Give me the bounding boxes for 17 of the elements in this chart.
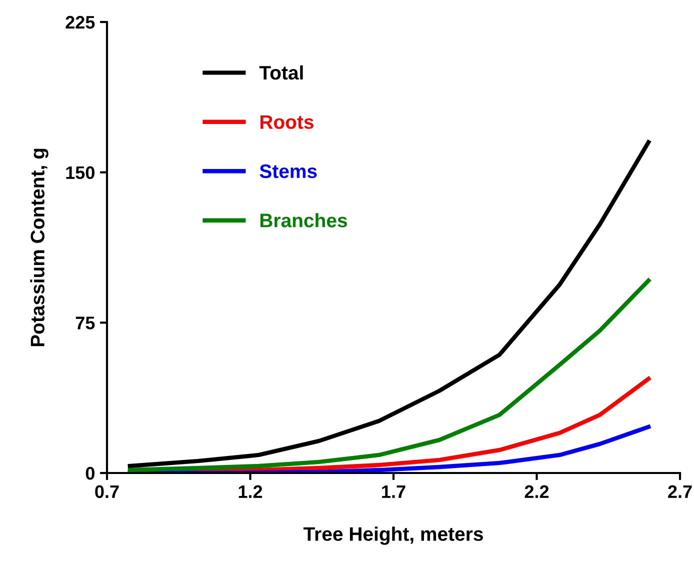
x-tick-label: 1.7 — [382, 485, 406, 498]
y-tick-label: 225 — [66, 16, 95, 29]
y-tick-label: 0 — [86, 466, 94, 480]
line-series — [128, 278, 651, 472]
y-axis-title: Potassium Content, g — [30, 148, 48, 346]
y-tick-label: 150 — [66, 166, 94, 180]
x-tick-label: 0.7 — [95, 485, 119, 498]
legend-label: Roots — [260, 115, 314, 129]
legend-label: Stems — [260, 164, 317, 178]
legend-label: Total — [259, 65, 303, 80]
line-series — [128, 140, 651, 468]
y-tick-label: 75 — [76, 316, 95, 330]
x-tick-label: 2.2 — [524, 485, 549, 498]
x-axis-title: Tree Height, meters — [303, 526, 483, 545]
x-tick-label: 2.7 — [668, 485, 692, 498]
x-tick-label: 1.2 — [238, 485, 262, 498]
legend-label: Branches — [260, 213, 347, 228]
